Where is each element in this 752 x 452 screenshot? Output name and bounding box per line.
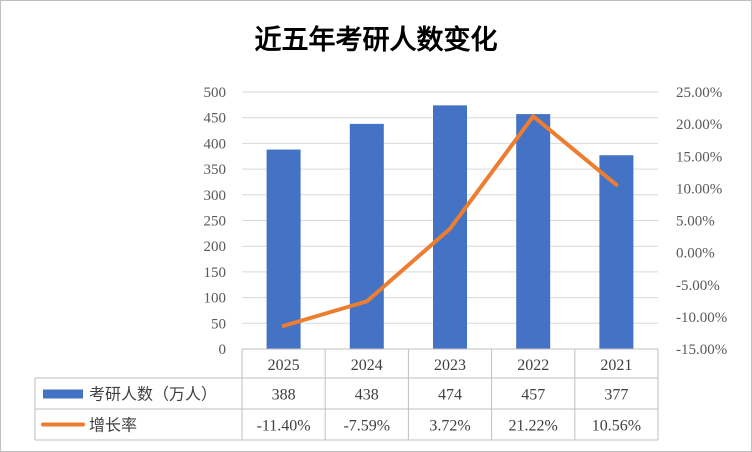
right-tick-label: -15.00% <box>676 342 727 358</box>
bar <box>516 114 551 350</box>
category-label: 2022 <box>517 357 549 374</box>
table-value-bar: 474 <box>438 387 462 404</box>
left-tick-label: 450 <box>204 111 227 127</box>
legend-label-line: 增长率 <box>89 417 137 435</box>
table-value-bar: 377 <box>604 387 628 404</box>
left-tick-label: 300 <box>204 188 227 204</box>
table-value-bar: 438 <box>355 387 379 404</box>
left-tick-label: 50 <box>211 316 226 332</box>
category-label: 2021 <box>600 357 632 374</box>
right-axis: -15.00% -10.00% -5.00% 0.00% 5.00% 10.00% 15.0… <box>676 85 727 358</box>
left-tick-label: 0 <box>219 342 227 358</box>
bar <box>349 123 384 349</box>
category-label: 2023 <box>434 357 466 374</box>
legend-label-bar: 考研人数（万人） <box>89 386 217 404</box>
right-tick-label: 20.00% <box>676 117 722 133</box>
table-value-line: -11.40% <box>257 418 311 435</box>
right-tick-label: 10.00% <box>676 181 722 197</box>
table-value-bar: 457 <box>521 387 545 404</box>
left-tick-label: 500 <box>204 85 227 101</box>
line-series <box>281 114 619 328</box>
table-value-line: 10.56% <box>592 418 641 435</box>
right-tick-label: 25.00% <box>676 85 722 101</box>
left-tick-label: 350 <box>204 162 227 178</box>
left-tick-label: 250 <box>204 214 227 230</box>
left-tick-label: 100 <box>204 291 227 307</box>
bar <box>266 149 301 349</box>
bar <box>599 155 634 349</box>
category-label: 2024 <box>351 357 383 374</box>
category-label: 2025 <box>268 357 300 374</box>
chart-title: 近五年考研人数变化 <box>254 25 498 56</box>
left-tick-label: 400 <box>204 136 227 152</box>
right-tick-label: 0.00% <box>676 246 715 262</box>
right-tick-label: 5.00% <box>676 214 715 230</box>
table-value-line: -7.59% <box>343 418 390 435</box>
left-axis: 0 50 100 150 200 250 300 350 400 450 500 <box>204 85 227 358</box>
data-table: 2025 2024 2023 2022 2021 考研人数（万人） 增长率 388 438 474… <box>34 348 659 441</box>
left-tick-label: 200 <box>204 239 227 255</box>
right-tick-label: -10.00% <box>676 310 727 326</box>
table-value-line: 3.72% <box>429 418 470 435</box>
table-value-line: 21.22% <box>509 418 558 435</box>
right-tick-label: -5.00% <box>676 278 720 294</box>
bar-series <box>266 105 634 350</box>
left-tick-label: 150 <box>204 265 227 281</box>
legend-key-bar <box>43 389 83 399</box>
right-tick-label: 15.00% <box>676 149 722 165</box>
growth-rate-line <box>281 114 619 328</box>
table-value-bar: 388 <box>272 387 296 404</box>
